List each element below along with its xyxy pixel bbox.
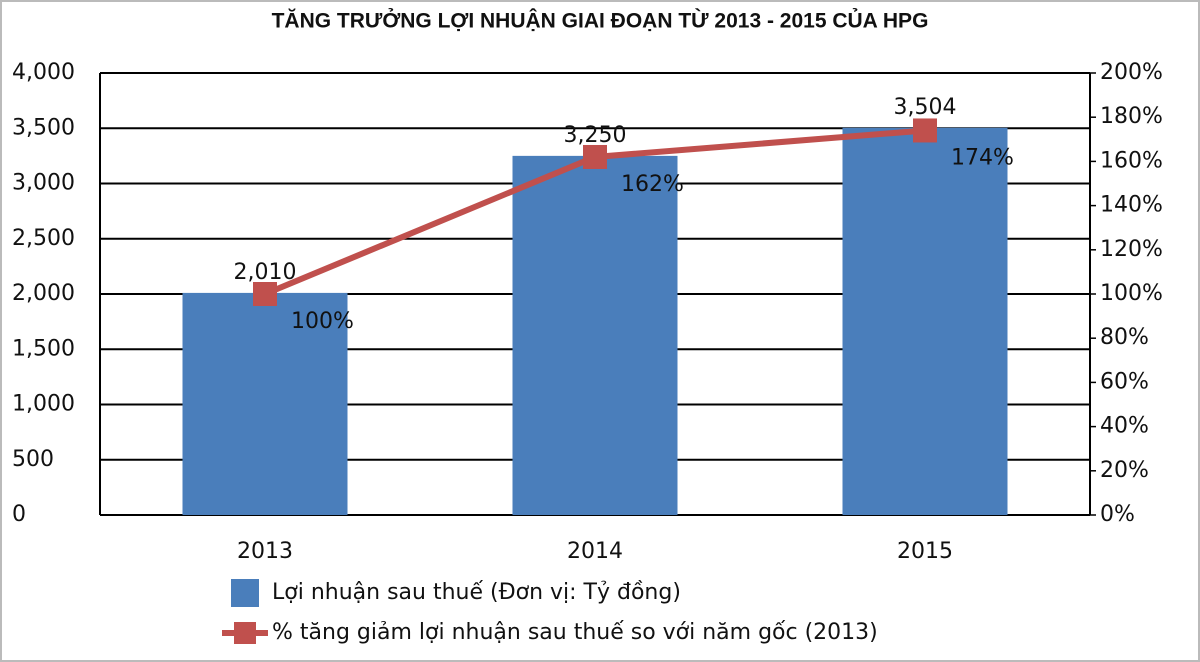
- y2-tick-label: 160%: [1100, 148, 1163, 173]
- y2-tick-label: 0%: [1100, 502, 1135, 527]
- bar-value-label: 2,010: [234, 260, 297, 285]
- y-tick-label: 2,500: [12, 226, 75, 251]
- line-value-label: 100%: [291, 309, 354, 334]
- bar: [182, 292, 348, 515]
- y2-tick-label: 60%: [1100, 369, 1149, 394]
- legend-marker: [234, 622, 256, 644]
- line-marker: [913, 118, 937, 143]
- y2-tick-label: 40%: [1100, 414, 1149, 439]
- bar: [512, 155, 678, 515]
- y-tick-label: 3,000: [12, 171, 75, 196]
- legend-label: % tăng giảm lợi nhuận sau thuế so với nă…: [272, 620, 878, 645]
- x-tick-label: 2014: [567, 539, 623, 564]
- y-tick-label: 2,000: [12, 281, 75, 306]
- line-value-label: 162%: [621, 172, 684, 197]
- y-tick-label: 1,500: [12, 336, 75, 361]
- bar-value-label: 3,250: [564, 123, 627, 148]
- y-tick-label: 1,000: [12, 392, 75, 417]
- line-marker: [253, 282, 277, 306]
- y2-tick-label: 180%: [1100, 104, 1163, 129]
- y-tick-label: 3,500: [12, 115, 75, 140]
- y2-tick-label: 100%: [1100, 281, 1163, 306]
- bar: [842, 127, 1008, 516]
- y-tick-label: 0: [12, 502, 26, 527]
- y2-tick-label: 200%: [1100, 60, 1163, 85]
- x-tick-label: 2015: [897, 539, 953, 564]
- legend-swatch: [231, 579, 259, 607]
- y2-tick-label: 20%: [1100, 458, 1149, 483]
- line-value-label: 174%: [951, 145, 1014, 170]
- y2-tick-label: 80%: [1100, 325, 1149, 350]
- y-tick-label: 500: [12, 447, 54, 472]
- y2-tick-label: 140%: [1100, 193, 1163, 218]
- chart-title: TĂNG TRƯỞNG LỢI NHUẬN GIAI ĐOẠN TỪ 2013 …: [272, 9, 929, 33]
- y2-tick-label: 120%: [1100, 237, 1163, 262]
- legend-label: Lợi nhuận sau thuế (Đơn vị: Tỷ đồng): [272, 580, 681, 605]
- bar-value-label: 3,504: [894, 95, 957, 120]
- y-tick-label: 4,000: [12, 60, 75, 85]
- line-marker: [583, 144, 607, 169]
- x-tick-label: 2013: [237, 539, 293, 564]
